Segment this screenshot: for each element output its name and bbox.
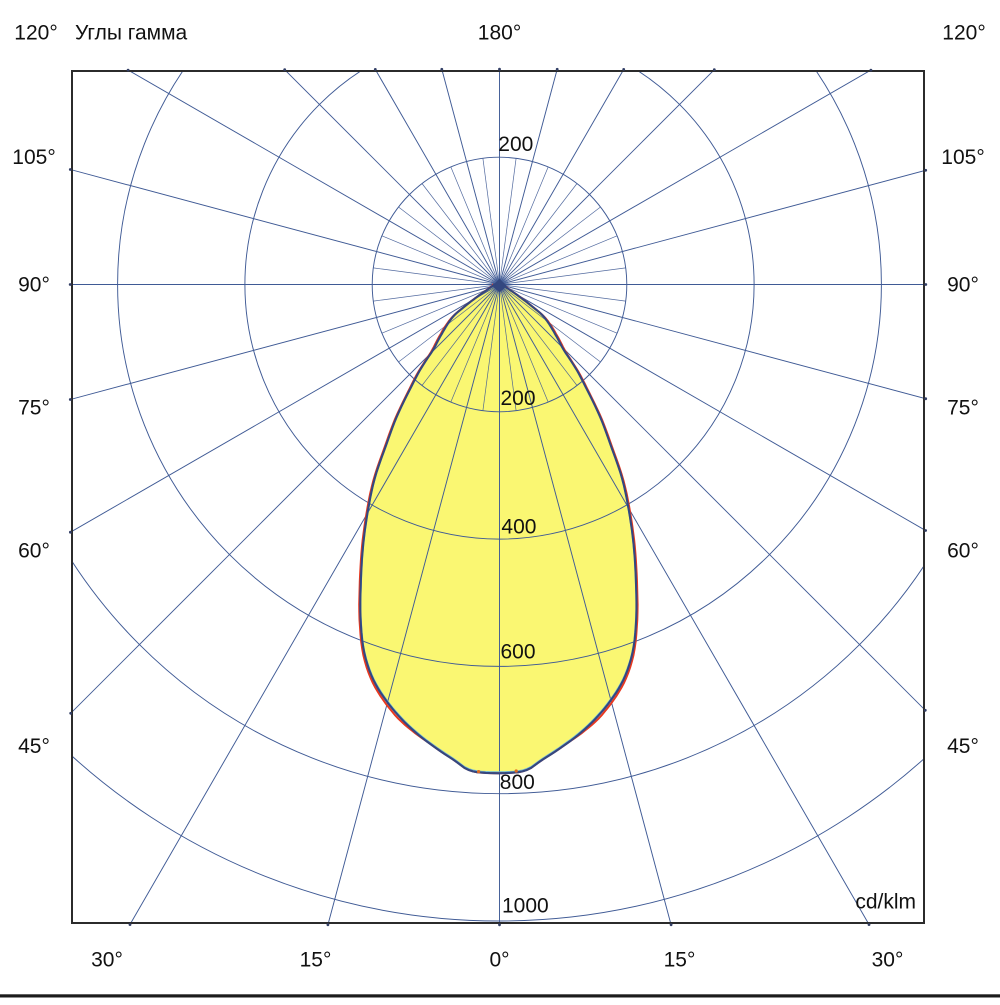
svg-text:75°: 75° — [947, 397, 979, 420]
svg-text:60°: 60° — [947, 540, 979, 563]
svg-text:75°: 75° — [18, 397, 50, 420]
svg-text:15°: 15° — [300, 949, 332, 972]
svg-text:200: 200 — [498, 133, 533, 156]
svg-text:90°: 90° — [18, 274, 50, 297]
svg-text:120°: 120° — [942, 22, 985, 45]
svg-text:400: 400 — [501, 516, 536, 539]
svg-text:cd/klm: cd/klm — [855, 891, 916, 914]
svg-text:45°: 45° — [18, 735, 50, 758]
svg-text:105°: 105° — [941, 146, 984, 169]
svg-text:30°: 30° — [872, 949, 904, 972]
svg-text:180°: 180° — [478, 22, 521, 45]
svg-text:Углы гамма: Углы гамма — [75, 22, 188, 45]
svg-text:0°: 0° — [489, 949, 509, 972]
svg-text:15°: 15° — [664, 949, 696, 972]
svg-text:60°: 60° — [18, 540, 50, 563]
svg-text:200: 200 — [501, 387, 536, 410]
svg-text:30°: 30° — [91, 949, 123, 972]
svg-text:120°: 120° — [14, 22, 57, 45]
svg-text:105°: 105° — [12, 146, 55, 169]
svg-text:800: 800 — [500, 771, 535, 794]
svg-text:1000: 1000 — [502, 895, 549, 918]
svg-text:45°: 45° — [947, 735, 979, 758]
svg-text:90°: 90° — [947, 274, 979, 297]
svg-text:600: 600 — [501, 641, 536, 664]
